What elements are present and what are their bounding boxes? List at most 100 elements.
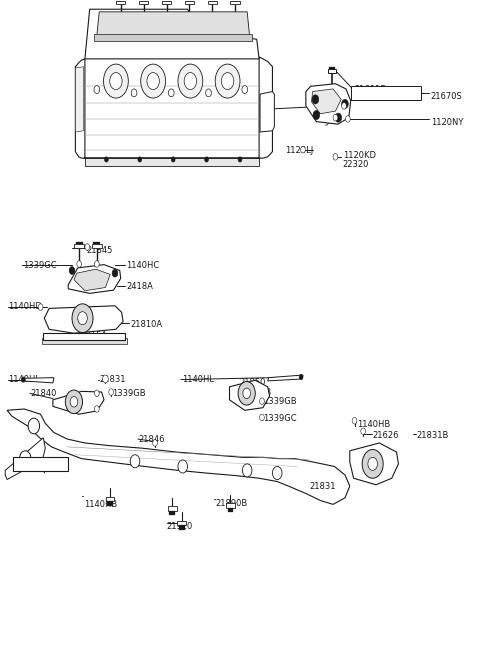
Circle shape bbox=[103, 375, 108, 383]
Text: 1140HL: 1140HL bbox=[9, 375, 40, 384]
Text: 21930B: 21930B bbox=[239, 388, 271, 396]
Bar bbox=[168, 506, 177, 511]
Circle shape bbox=[72, 304, 93, 333]
Text: 1120KD: 1120KD bbox=[343, 151, 376, 160]
Circle shape bbox=[105, 157, 108, 162]
Text: 21810A: 21810A bbox=[130, 319, 162, 329]
Text: 1123LJ: 1123LJ bbox=[285, 146, 313, 155]
Text: 1140HB: 1140HB bbox=[84, 500, 117, 509]
Circle shape bbox=[238, 157, 242, 162]
Bar bbox=[328, 70, 336, 73]
Bar bbox=[230, 1, 240, 4]
Circle shape bbox=[95, 390, 99, 397]
Bar bbox=[163, 0, 170, 1]
Bar bbox=[42, 338, 127, 344]
Bar bbox=[117, 0, 124, 1]
Text: 21831B: 21831B bbox=[417, 430, 449, 440]
Polygon shape bbox=[75, 57, 273, 158]
Polygon shape bbox=[53, 392, 104, 414]
Bar bbox=[351, 86, 421, 100]
Polygon shape bbox=[7, 409, 350, 504]
Bar bbox=[185, 1, 194, 4]
Circle shape bbox=[221, 73, 234, 90]
Text: 21920: 21920 bbox=[166, 522, 192, 531]
Text: 21831: 21831 bbox=[99, 375, 126, 384]
Circle shape bbox=[147, 73, 159, 90]
Text: 1140HB: 1140HB bbox=[357, 420, 390, 428]
Circle shape bbox=[299, 375, 303, 380]
Circle shape bbox=[313, 110, 320, 119]
Circle shape bbox=[153, 440, 157, 446]
Polygon shape bbox=[5, 438, 45, 480]
Circle shape bbox=[352, 417, 357, 424]
Circle shape bbox=[178, 460, 188, 473]
Polygon shape bbox=[306, 84, 351, 124]
Polygon shape bbox=[229, 380, 270, 410]
Bar bbox=[94, 242, 100, 245]
Text: 21846: 21846 bbox=[139, 434, 165, 443]
Circle shape bbox=[260, 414, 264, 420]
Circle shape bbox=[184, 73, 197, 90]
Bar bbox=[179, 525, 185, 530]
Bar bbox=[162, 1, 171, 4]
Circle shape bbox=[109, 389, 114, 396]
Polygon shape bbox=[260, 92, 275, 132]
Circle shape bbox=[69, 266, 75, 274]
Text: 22320: 22320 bbox=[343, 160, 369, 169]
Circle shape bbox=[300, 146, 305, 153]
Text: 21890B: 21890B bbox=[215, 499, 247, 508]
Text: 1140HC: 1140HC bbox=[126, 261, 160, 270]
Polygon shape bbox=[75, 67, 84, 132]
FancyBboxPatch shape bbox=[13, 457, 68, 471]
Bar bbox=[116, 1, 125, 4]
Circle shape bbox=[22, 377, 25, 382]
Polygon shape bbox=[23, 378, 54, 383]
Bar bbox=[209, 0, 216, 1]
Circle shape bbox=[333, 114, 338, 121]
Circle shape bbox=[260, 398, 264, 405]
Circle shape bbox=[368, 457, 377, 470]
Circle shape bbox=[273, 466, 282, 480]
Circle shape bbox=[346, 115, 350, 122]
Polygon shape bbox=[68, 264, 120, 293]
Text: 1140HD: 1140HD bbox=[9, 302, 42, 311]
Circle shape bbox=[38, 304, 43, 310]
Circle shape bbox=[342, 102, 347, 109]
Circle shape bbox=[333, 154, 338, 160]
Text: 21845: 21845 bbox=[86, 247, 113, 255]
Text: 1339GC: 1339GC bbox=[23, 261, 57, 270]
Circle shape bbox=[65, 390, 83, 413]
Text: REF.60-611: REF.60-611 bbox=[16, 459, 62, 468]
Circle shape bbox=[362, 449, 383, 478]
Polygon shape bbox=[44, 306, 123, 333]
Circle shape bbox=[141, 64, 166, 98]
Bar bbox=[228, 508, 233, 512]
Circle shape bbox=[138, 157, 142, 162]
Text: 2418A: 2418A bbox=[126, 281, 153, 291]
Polygon shape bbox=[85, 9, 259, 59]
Circle shape bbox=[215, 64, 240, 98]
Circle shape bbox=[243, 388, 251, 399]
Text: 1339GB: 1339GB bbox=[263, 398, 297, 406]
Text: 21840: 21840 bbox=[30, 389, 56, 398]
Bar bbox=[74, 245, 84, 249]
Text: 1339GC: 1339GC bbox=[263, 414, 297, 422]
Circle shape bbox=[110, 73, 122, 90]
Bar bbox=[207, 1, 217, 4]
Circle shape bbox=[85, 244, 90, 251]
Circle shape bbox=[171, 157, 175, 162]
Polygon shape bbox=[95, 34, 252, 41]
Polygon shape bbox=[268, 375, 303, 381]
Bar bbox=[140, 0, 147, 1]
Polygon shape bbox=[85, 158, 259, 166]
Circle shape bbox=[94, 86, 100, 94]
Text: 21850: 21850 bbox=[239, 379, 265, 388]
Circle shape bbox=[361, 428, 365, 434]
Text: 21831: 21831 bbox=[309, 482, 336, 491]
Text: 21670S: 21670S bbox=[431, 92, 463, 100]
Circle shape bbox=[238, 382, 255, 405]
Text: 1140HL: 1140HL bbox=[182, 375, 214, 384]
Bar bbox=[139, 1, 148, 4]
Circle shape bbox=[168, 89, 174, 96]
Circle shape bbox=[178, 64, 203, 98]
